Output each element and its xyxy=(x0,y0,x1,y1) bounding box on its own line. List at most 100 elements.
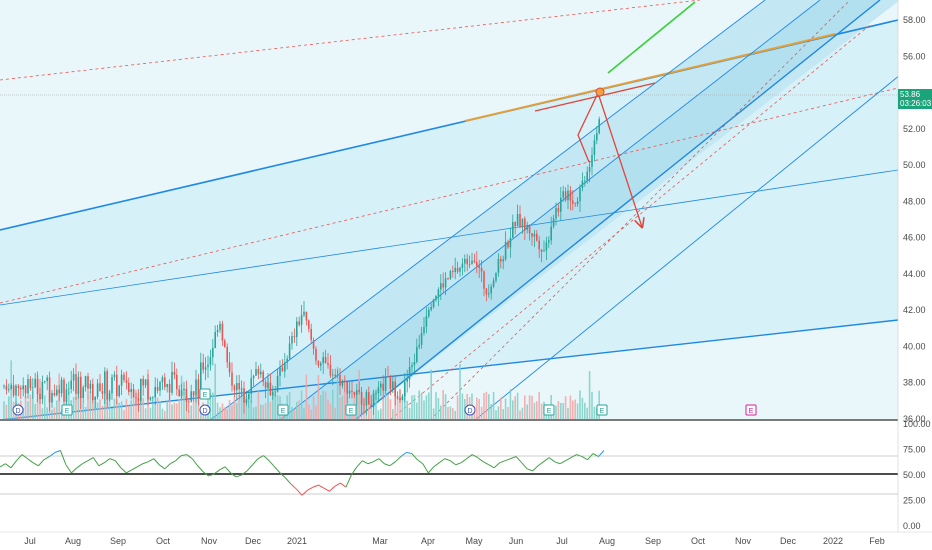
time-axis-label: Aug xyxy=(599,536,615,546)
price-axis-label: 56.00 xyxy=(903,51,926,61)
candle-body xyxy=(344,380,346,382)
candle-body xyxy=(413,361,416,366)
candle-body xyxy=(468,264,471,266)
candle-body xyxy=(492,280,495,287)
earnings-marker[interactable] xyxy=(543,404,555,416)
oscillator-segment xyxy=(137,463,144,468)
oscillator-segment xyxy=(384,463,391,467)
oscillator-pane xyxy=(0,422,898,532)
candle-body xyxy=(401,396,404,401)
candle-body xyxy=(252,375,255,379)
oscillator-axis-label: 25.00 xyxy=(903,495,926,505)
price-axis-label: 50.00 xyxy=(903,160,926,170)
candle-body xyxy=(432,299,435,308)
volume-bar xyxy=(533,402,536,419)
volume-bar xyxy=(459,363,461,419)
oscillator-segment xyxy=(449,460,457,466)
candle-body xyxy=(382,383,384,391)
oscillator-segment xyxy=(466,454,473,460)
candle-body xyxy=(195,379,197,396)
time-axis-label: Dec xyxy=(245,536,262,546)
volume-bar xyxy=(252,407,255,419)
volume-bar xyxy=(504,398,507,419)
time-axis-label: Dec xyxy=(780,536,797,546)
candle-body xyxy=(10,385,12,390)
volume-bar xyxy=(476,397,478,419)
candle-body xyxy=(190,391,192,402)
volume-bar xyxy=(432,408,435,419)
oscillator-segment xyxy=(587,453,594,460)
candle-body xyxy=(108,393,111,400)
candle-body xyxy=(310,328,312,341)
candle-body xyxy=(284,362,286,372)
future-earnings-marker[interactable] xyxy=(745,404,757,416)
volume-bar xyxy=(149,407,152,419)
candle-body xyxy=(8,389,10,391)
oscillator-segment xyxy=(493,462,501,469)
marker-label: E xyxy=(281,408,286,415)
oscillator-segment xyxy=(59,450,67,465)
candle-body xyxy=(320,363,322,366)
candle-body xyxy=(53,392,56,396)
candle-body xyxy=(339,374,341,386)
time-axis-label: 2022 xyxy=(823,536,843,546)
candle-body xyxy=(576,201,579,204)
candle-body xyxy=(423,326,425,333)
earnings-marker[interactable] xyxy=(596,404,608,416)
candle-body xyxy=(185,388,188,402)
candle-body xyxy=(87,376,89,389)
oscillator-segment xyxy=(38,459,45,467)
earnings-marker[interactable] xyxy=(277,404,289,416)
candle-body xyxy=(466,258,468,265)
time-axis-label: Sep xyxy=(110,536,126,546)
candle-body xyxy=(502,259,504,262)
time-axis-label: Apr xyxy=(421,536,435,546)
oscillator-segment xyxy=(378,458,385,465)
time-axis-label: Jul xyxy=(24,536,36,546)
oscillator-segment xyxy=(98,462,105,467)
oscillator-segment xyxy=(82,460,89,465)
volume-bar xyxy=(420,392,423,419)
candle-body xyxy=(327,362,329,365)
volume-bar xyxy=(425,395,428,419)
oscillator-segment xyxy=(438,458,446,464)
volume-bar xyxy=(77,391,80,419)
candle-body xyxy=(497,258,500,273)
candle-body xyxy=(51,392,53,403)
volume-bar xyxy=(288,392,291,419)
volume-bar xyxy=(108,390,111,419)
candle-body xyxy=(221,323,224,341)
candle-body xyxy=(166,384,168,388)
candle-body xyxy=(132,388,135,398)
price-axis-label: 40.00 xyxy=(903,341,926,351)
volume-bar xyxy=(178,399,180,419)
dividend-marker[interactable] xyxy=(464,404,476,416)
candle-body xyxy=(303,311,305,316)
candle-body xyxy=(363,404,365,406)
earnings-marker[interactable] xyxy=(345,404,357,416)
oscillator-segment xyxy=(499,460,506,464)
earnings-marker[interactable] xyxy=(61,404,73,416)
candle-body xyxy=(485,288,488,295)
time-axis-label: Jun xyxy=(509,536,524,546)
marker-label: E xyxy=(749,408,754,415)
oscillator-segment xyxy=(252,458,259,466)
candle-body xyxy=(281,367,284,372)
oscillator-segment xyxy=(334,482,341,487)
candle-body xyxy=(392,381,394,389)
candle-body xyxy=(452,271,454,273)
earnings-marker[interactable] xyxy=(199,388,211,400)
time-axis-label: Feb xyxy=(869,536,885,546)
dividend-marker[interactable] xyxy=(199,404,211,416)
candle-body xyxy=(442,283,444,288)
oscillator-segment xyxy=(559,460,566,465)
marker-label: E xyxy=(547,408,552,415)
candle-body xyxy=(312,340,315,349)
dividend-marker[interactable] xyxy=(12,404,24,416)
volume-bar xyxy=(159,401,161,419)
candle-body xyxy=(82,387,84,399)
volume-bar xyxy=(212,392,214,419)
volume-bar xyxy=(250,400,252,419)
candle-body xyxy=(536,233,538,241)
oscillator-segment xyxy=(43,456,50,461)
